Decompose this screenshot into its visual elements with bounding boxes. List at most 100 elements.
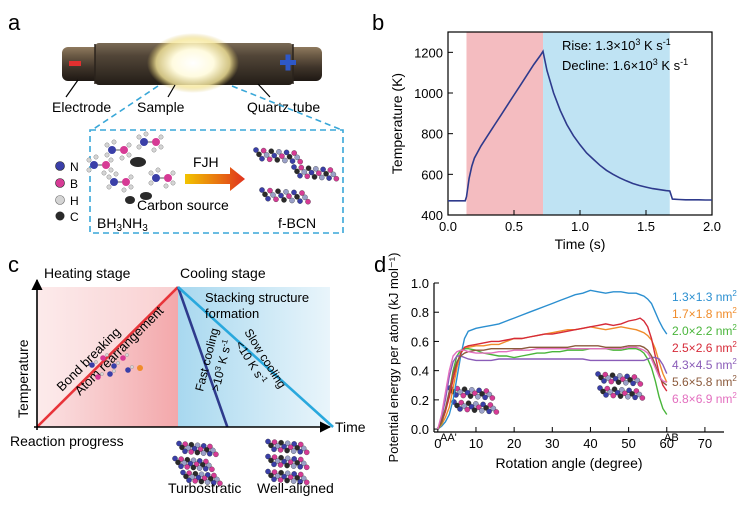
carbon-particle-icon <box>140 192 152 200</box>
panel-b-label: b <box>372 10 384 35</box>
aa-stacking-icon <box>451 399 500 415</box>
d-y-tick-label: 0.6 <box>411 334 429 349</box>
d-y-tick-label: 0.2 <box>411 393 429 408</box>
heating-cooling-diagram <box>36 286 334 428</box>
energy-series-line <box>437 355 668 430</box>
bh3nh3-molecule-icon <box>106 171 134 193</box>
bh3nh3-molecule-icon <box>136 131 164 153</box>
sample-glow <box>147 33 239 93</box>
ab-stacking-icon <box>595 371 644 387</box>
stacking-structures-icon <box>89 353 310 487</box>
d-x-tick-label: 10 <box>469 436 483 451</box>
panel-c: c Heating stage Cooling stage Stacking s… <box>8 252 366 496</box>
legend-entry: 4.3×4.5 nm2 <box>672 357 737 372</box>
decline-rate-label: Decline: 1.6×103 K s-1 <box>562 57 688 73</box>
structure-insets-icon <box>447 371 646 415</box>
bcn-sheet-icon <box>253 147 303 165</box>
b-x-axis-label: Time (s) <box>555 236 606 252</box>
legend-h: H <box>70 194 79 208</box>
b-y-tick-label: 600 <box>421 167 443 182</box>
heating-line <box>36 286 179 428</box>
legend-n: N <box>70 160 79 174</box>
temperature-chart: 0.0 0.5 1.0 1.5 2.0 400 600 800 1000 1200 Time (s)… <box>389 31 721 252</box>
sample-label: Sample <box>137 99 185 115</box>
turbostratic-label: Turbostratic <box>168 480 241 496</box>
legend-entry: 1.7×1.8 nm2 <box>672 306 737 321</box>
carbon-source-label: Carbon source <box>137 197 229 213</box>
electrode-label: Electrode <box>52 99 111 115</box>
d-x-tick-label: 50 <box>621 436 635 451</box>
d-x-tick-label: 0 <box>434 436 441 451</box>
well-aligned-label: Well-aligned <box>257 480 334 496</box>
legend-entry: 1.3×1.3 nm2 <box>672 289 737 304</box>
hydrogen-atom-icon <box>55 195 65 205</box>
d-y-tick-label: 0.8 <box>411 305 429 320</box>
cooling-stage-label: Cooling stage <box>180 265 266 281</box>
d-y-tick-label: 0.0 <box>411 422 429 437</box>
legend-entry: 6.8×6.9 nm2 <box>672 391 737 406</box>
d-x-tick-label: 70 <box>698 436 712 451</box>
b-y-tick-label: 800 <box>421 127 443 142</box>
d-y-tick-label: 1.0 <box>411 276 429 291</box>
energy-series-line <box>437 345 668 430</box>
carbon-atom-icon <box>55 211 65 221</box>
carbon-particle-icon <box>125 196 135 204</box>
carbon-particle-icon <box>130 157 146 167</box>
legend-b: B <box>70 177 78 191</box>
b-x-tick-label: 1.0 <box>571 219 589 234</box>
rise-rate-label: Rise: 1.3×103 K s-1 <box>562 37 671 53</box>
energy-series-line <box>437 346 668 430</box>
legend-entry: 2.5×2.6 nm2 <box>672 340 737 355</box>
fast-cooling-line <box>176 286 229 428</box>
b-x-tick-label: 0.0 <box>439 219 457 234</box>
stacking-label-2: formation <box>205 306 259 321</box>
intermediate-cluster-icon <box>89 353 134 380</box>
d-x-axis-label: Rotation angle (degree) <box>495 455 642 471</box>
panel-b: b 0.0 0.5 1.0 1.5 2.0 400 600 800 1000 1200 Time (… <box>372 10 721 252</box>
energy-series-line <box>437 317 668 430</box>
legend-c: C <box>70 210 79 224</box>
atom-legend: N B H C <box>55 160 79 224</box>
d-x-tick-label: 20 <box>507 436 521 451</box>
product-label: f-BCN <box>278 215 316 231</box>
turbostratic-sheet-icon <box>172 455 215 473</box>
b-y-tick-label: 1000 <box>414 86 443 101</box>
boron-atom-icon <box>55 178 65 188</box>
d-x-tick-label: 30 <box>545 436 559 451</box>
precursor-molecules-icon <box>86 131 176 204</box>
c-y-axis-label: Temperature <box>15 339 31 418</box>
heating-band <box>466 32 544 215</box>
d-x-tick-label: 40 <box>583 436 597 451</box>
panel-a-label: a <box>8 10 21 35</box>
ab-stacking-icon <box>597 385 646 401</box>
b-x-tick-label: 2.0 <box>703 219 721 234</box>
d-y-tick-label: 0.4 <box>411 364 429 379</box>
legend-entry: 2.0×2.2 nm2 <box>672 323 737 338</box>
aligned-sheet-icon <box>265 453 310 471</box>
legend-entry: 5.6×5.8 nm2 <box>672 374 737 389</box>
aa-prime-label: AA' <box>440 432 457 444</box>
b-y-tick-label: 1200 <box>414 45 443 60</box>
aligned-sheet-icon <box>265 438 310 456</box>
temperature-series-line <box>448 49 712 202</box>
panel-c-label: c <box>8 252 19 277</box>
c-x-axis-label: Time <box>335 419 366 435</box>
stacking-label-1: Stacking structure <box>205 290 309 305</box>
heating-stage-label: Heating stage <box>44 265 131 281</box>
d-x-tick-label: 60 <box>660 436 674 451</box>
bh3nh3-molecule-icon <box>148 167 176 189</box>
energy-spark-icon <box>137 365 143 371</box>
panel-d: d 0 10 20 30 40 50 60 70 0.0 0.2 0.4 0.6 0.8 1.0 1.3×1… <box>374 252 737 471</box>
minus-sign-icon <box>69 61 81 66</box>
ab-label: AB <box>664 432 679 444</box>
bh3nh3-molecule-icon <box>104 139 132 161</box>
fjh-label: FJH <box>193 154 219 170</box>
precursor-formula: BH3NH3 <box>97 215 148 234</box>
aligned-sheet-icon <box>265 468 310 486</box>
zoom-box <box>89 129 344 234</box>
bcn-sheet-icon <box>291 164 340 182</box>
b-x-tick-label: 1.5 <box>637 219 655 234</box>
nitrogen-atom-icon <box>55 161 65 171</box>
turbostratic-sheet-icon <box>180 469 223 487</box>
